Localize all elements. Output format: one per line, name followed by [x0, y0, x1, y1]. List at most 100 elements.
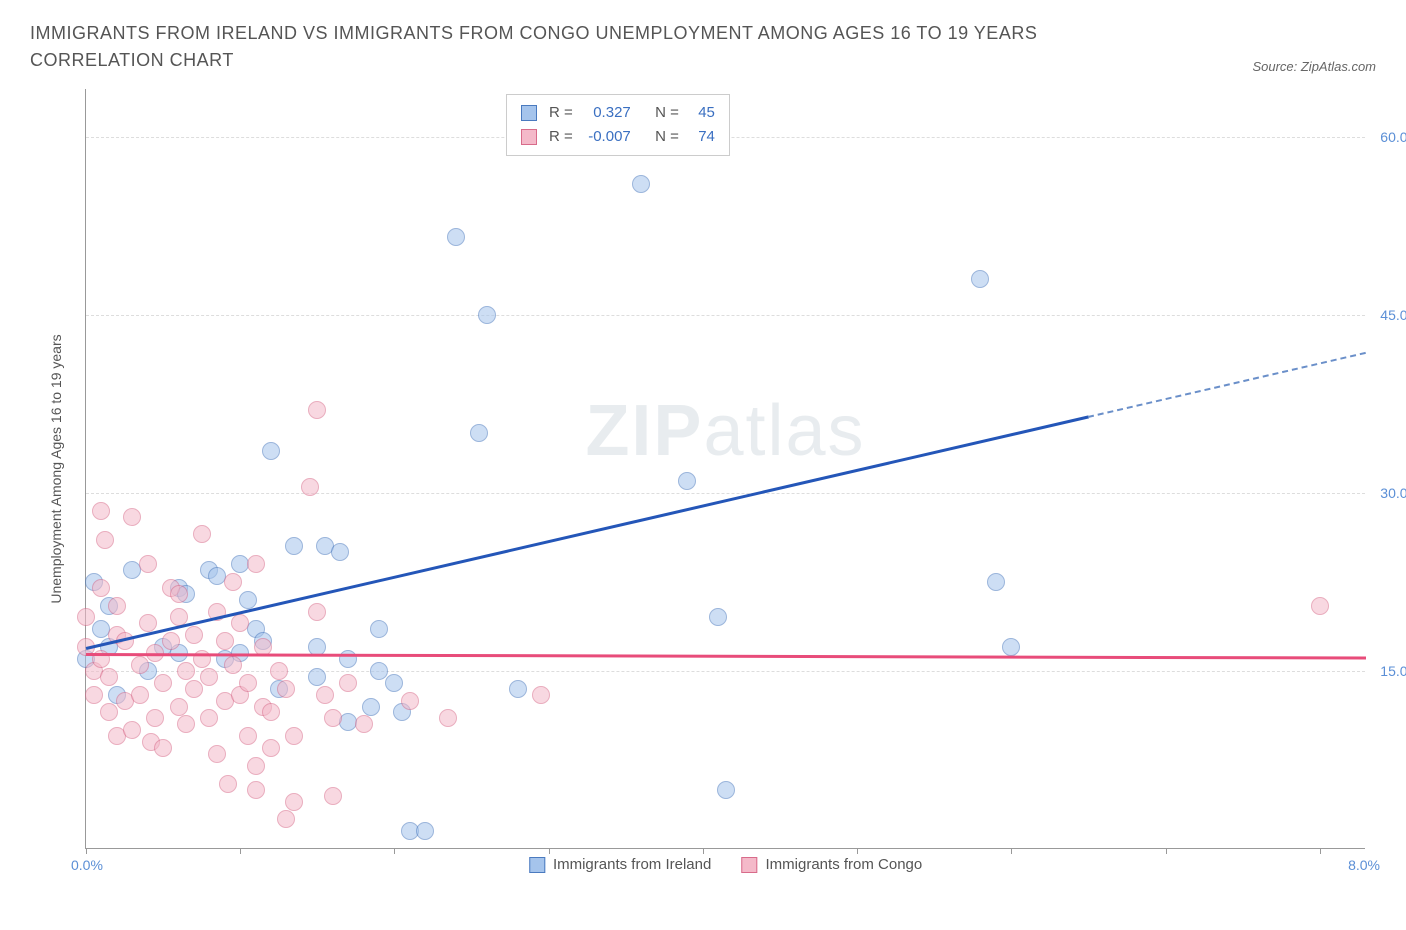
x-tick-mark [1320, 848, 1321, 854]
swatch-blue-icon [521, 105, 537, 121]
y-tick-label: 60.0% [1370, 129, 1406, 145]
scatter-point [308, 668, 326, 686]
watermark: ZIPatlas [585, 390, 865, 472]
scatter-point [262, 442, 280, 460]
scatter-point [301, 478, 319, 496]
scatter-point [678, 472, 696, 490]
scatter-point [709, 608, 727, 626]
scatter-point [177, 715, 195, 733]
x-tick-mark [1166, 848, 1167, 854]
scatter-point [108, 597, 126, 615]
scatter-point [532, 686, 550, 704]
scatter-point [224, 573, 242, 591]
scatter-point [331, 543, 349, 561]
scatter-point [77, 608, 95, 626]
scatter-point [247, 555, 265, 573]
x-axis-max-label: 8.0% [1348, 857, 1380, 873]
scatter-point [509, 680, 527, 698]
scatter-point [447, 228, 465, 246]
scatter-point [154, 674, 172, 692]
scatter-point [324, 709, 342, 727]
stats-row-ireland: R = 0.327 N = 45 [521, 101, 715, 125]
scatter-point [239, 591, 257, 609]
scatter-point [177, 662, 195, 680]
scatter-point [193, 525, 211, 543]
y-tick-label: 45.0% [1370, 307, 1406, 323]
scatter-point [339, 674, 357, 692]
stats-row-congo: R = -0.007 N = 74 [521, 125, 715, 149]
legend-item-ireland: Immigrants from Ireland [529, 856, 712, 873]
scatter-point [139, 614, 157, 632]
scatter-point [139, 555, 157, 573]
series-legend: Immigrants from Ireland Immigrants from … [529, 856, 922, 873]
scatter-point [316, 686, 334, 704]
scatter-point [208, 745, 226, 763]
scatter-point [185, 626, 203, 644]
scatter-point [146, 709, 164, 727]
swatch-pink-icon [521, 129, 537, 145]
scatter-point [470, 424, 488, 442]
x-tick-mark [857, 848, 858, 854]
y-tick-label: 30.0% [1370, 485, 1406, 501]
scatter-point [100, 668, 118, 686]
x-axis-min-label: 0.0% [71, 857, 103, 873]
scatter-point [247, 781, 265, 799]
chart-container: ZIPatlas Unemployment Among Ages 16 to 1… [30, 84, 1376, 904]
scatter-point [170, 585, 188, 603]
scatter-point [239, 727, 257, 745]
scatter-point [362, 698, 380, 716]
scatter-point [370, 662, 388, 680]
scatter-point [324, 787, 342, 805]
scatter-point [262, 739, 280, 757]
scatter-point [131, 686, 149, 704]
scatter-point [277, 810, 295, 828]
scatter-point [285, 537, 303, 555]
scatter-point [717, 781, 735, 799]
x-tick-mark [549, 848, 550, 854]
scatter-point [385, 674, 403, 692]
swatch-pink-icon [741, 857, 757, 873]
stats-legend: R = 0.327 N = 45 R = -0.007 N = 74 [506, 94, 730, 156]
scatter-point [200, 709, 218, 727]
scatter-point [308, 603, 326, 621]
gridline-y [86, 493, 1365, 494]
scatter-point [971, 270, 989, 288]
scatter-point [123, 508, 141, 526]
y-axis-title: Unemployment Among Ages 16 to 19 years [48, 334, 64, 603]
scatter-point [92, 579, 110, 597]
scatter-point [92, 502, 110, 520]
scatter-point [355, 715, 373, 733]
scatter-point [185, 680, 203, 698]
scatter-point [262, 703, 280, 721]
scatter-point [370, 620, 388, 638]
scatter-point [270, 662, 288, 680]
source-label: Source: ZipAtlas.com [1252, 59, 1376, 74]
scatter-point [987, 573, 1005, 591]
scatter-point [416, 822, 434, 840]
scatter-point [439, 709, 457, 727]
scatter-point [308, 401, 326, 419]
scatter-point [231, 614, 249, 632]
scatter-point [401, 692, 419, 710]
trendline-ireland [86, 416, 1089, 650]
scatter-point [162, 632, 180, 650]
scatter-point [96, 531, 114, 549]
scatter-point [1002, 638, 1020, 656]
scatter-point [170, 698, 188, 716]
gridline-y [86, 315, 1365, 316]
scatter-point [285, 793, 303, 811]
scatter-point [277, 680, 295, 698]
scatter-point [239, 674, 257, 692]
scatter-point [216, 632, 234, 650]
x-tick-mark [703, 848, 704, 854]
scatter-point [131, 656, 149, 674]
x-tick-mark [240, 848, 241, 854]
scatter-point [339, 650, 357, 668]
y-tick-label: 15.0% [1370, 663, 1406, 679]
plot-area: ZIPatlas Unemployment Among Ages 16 to 1… [85, 89, 1365, 849]
scatter-point [1311, 597, 1329, 615]
scatter-point [85, 686, 103, 704]
scatter-point [224, 656, 242, 674]
swatch-blue-icon [529, 857, 545, 873]
scatter-point [285, 727, 303, 745]
